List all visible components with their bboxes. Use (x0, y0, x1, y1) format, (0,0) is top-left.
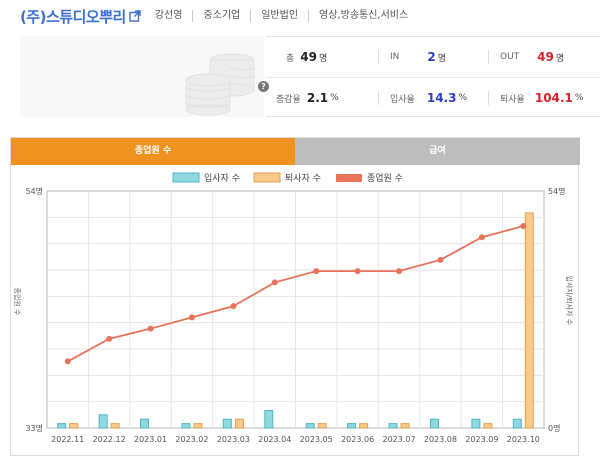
bar-leavers (524, 212, 534, 429)
external-link-icon[interactable] (129, 10, 141, 22)
point-employees (313, 268, 320, 275)
y-tick-label-right: 54명 (548, 186, 566, 196)
bar-leavers (359, 423, 369, 429)
bar-hires (512, 418, 522, 429)
x-tick-label: 2023.02 (175, 435, 208, 444)
bar-leavers (193, 423, 203, 429)
company-tag-type: 일반법인 (250, 10, 308, 22)
x-tick-label: 2023.04 (258, 435, 291, 444)
x-tick-label: 2023.06 (341, 435, 374, 444)
bar-hires (57, 423, 67, 429)
stat-in: IN 2 명 (390, 50, 447, 64)
point-employees (478, 234, 485, 241)
point-employees (396, 268, 403, 275)
bar-leavers (69, 423, 79, 429)
stats-table: 총 49 명 IN 2 명 OUT 49 명 증감율 2.1 % (266, 36, 600, 117)
stats-row-rates: 증감율 2.1 % 입사율 14.3 % 퇴사율 104.1 % (266, 77, 600, 117)
bar-hires (140, 418, 150, 429)
legend-label: 입사자 수 (204, 172, 240, 184)
company-tag-industry: 영상,방송통신,서비스 (308, 10, 418, 22)
company-tag-ceo: 강선영 (154, 10, 183, 21)
stat-total: 총 49 명 (286, 50, 328, 64)
point-employees (354, 268, 361, 275)
bar-leavers (317, 423, 327, 429)
x-tick-label: 2023.10 (507, 435, 540, 444)
y-tick-label-left: 33명 (25, 423, 43, 433)
y-axis-title-right: 입사자/퇴사자 수 (565, 276, 574, 326)
point-employees (520, 222, 527, 229)
stat-out: OUT 49 명 (500, 50, 565, 64)
stat-hire-rate: 입사율 14.3 % (390, 91, 468, 105)
stats-row-counts: 총 49 명 IN 2 명 OUT 49 명 (266, 37, 600, 77)
y-tick-label-right: 0명 (548, 423, 560, 433)
tab-salary[interactable]: 급여 (295, 138, 580, 165)
bar-leavers (110, 423, 120, 429)
legend-swatch (172, 172, 200, 183)
x-tick-label: 2023.01 (134, 435, 167, 444)
x-tick-label: 2023.07 (382, 435, 415, 444)
legend-label: 종업원 수 (367, 173, 403, 184)
bar-hires (305, 423, 315, 429)
bar-hires (222, 418, 232, 429)
stat-leave-rate: 퇴사율 104.1 % (500, 91, 584, 105)
company-header: (주)스튜디오뿌리 강선영 중소기업 일반법인 영상,방송통신,서비스 (20, 6, 418, 26)
point-employees (437, 256, 444, 263)
legend-swatch (336, 174, 362, 182)
bar-hires (98, 414, 108, 429)
company-name[interactable]: (주)스튜디오뿌리 (20, 7, 126, 26)
x-tick-label: 2023.09 (465, 435, 498, 444)
x-tick-label: 2022.11 (51, 435, 84, 444)
legend-swatch (253, 172, 281, 183)
point-employees (271, 279, 278, 286)
bar-hires (347, 423, 357, 429)
coins-icon (185, 53, 255, 116)
tab-employees[interactable]: 종업원 수 (11, 138, 295, 165)
bar-hires (264, 409, 274, 429)
divider (378, 50, 379, 64)
divider (488, 50, 489, 64)
point-employees (188, 314, 195, 321)
bar-hires (429, 418, 439, 429)
legend-label: 퇴사자 수 (285, 173, 321, 184)
y-axis-title-left: 종업원 수 (13, 288, 22, 317)
bar-leavers (483, 423, 493, 429)
point-employees (64, 358, 71, 365)
y-tick-label-left: 54명 (25, 186, 43, 196)
divider (488, 91, 489, 105)
bar-hires (388, 423, 398, 429)
stat-change-rate: 증감율 2.1 % (276, 91, 339, 105)
point-employees (106, 335, 113, 342)
line-employees (67, 225, 524, 363)
chart-panel: 종업원 수 급여 입사자 수 퇴사자 수 종업원 수 54명 33명 54명 0명 종업원 수… (10, 137, 580, 456)
help-icon[interactable]: ? (258, 81, 269, 92)
x-tick-label: 2023.08 (424, 435, 457, 444)
x-tick-label: 2023.03 (217, 435, 250, 444)
point-employees (230, 303, 237, 310)
bar-hires (471, 418, 481, 429)
bar-leavers (234, 418, 244, 429)
point-employees (147, 325, 154, 332)
divider (378, 91, 379, 105)
company-tag-size: 중소기업 (192, 10, 250, 22)
x-tick-label: 2023.05 (300, 435, 333, 444)
bar-leavers (400, 423, 410, 429)
x-tick-label: 2022.12 (93, 435, 126, 444)
bar-hires (181, 423, 191, 429)
